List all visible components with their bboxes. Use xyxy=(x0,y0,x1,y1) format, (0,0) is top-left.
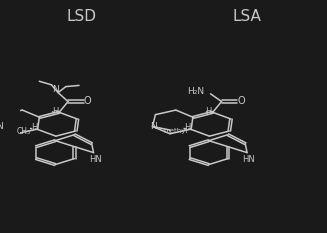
Text: N: N xyxy=(150,122,157,131)
Text: H₂N: H₂N xyxy=(187,87,204,96)
Text: H: H xyxy=(205,107,212,116)
Text: methyl: methyl xyxy=(164,128,188,134)
Text: O: O xyxy=(237,96,245,106)
Text: CH₃: CH₃ xyxy=(16,127,30,136)
Text: LSA: LSA xyxy=(233,9,262,24)
Text: LSD: LSD xyxy=(66,9,96,24)
Text: HN: HN xyxy=(242,155,255,164)
Text: N: N xyxy=(52,85,59,94)
Text: H: H xyxy=(31,123,37,132)
Text: H: H xyxy=(184,123,191,132)
Text: H: H xyxy=(52,107,58,116)
Text: N: N xyxy=(0,122,3,131)
Text: HN: HN xyxy=(89,155,101,164)
Text: O: O xyxy=(84,96,92,106)
